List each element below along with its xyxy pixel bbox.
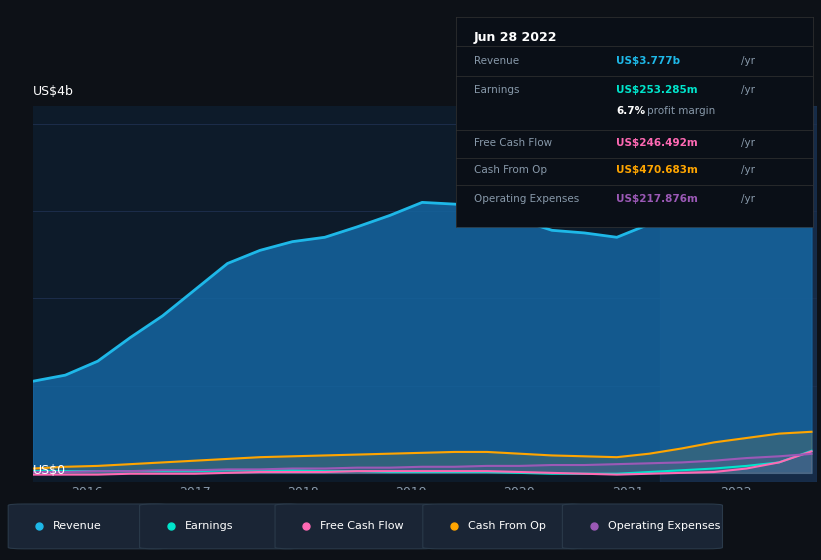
Text: Free Cash Flow: Free Cash Flow — [474, 138, 552, 148]
Text: US$0: US$0 — [33, 464, 66, 477]
Text: Cash From Op: Cash From Op — [474, 165, 547, 175]
Text: profit margin: profit margin — [647, 106, 715, 116]
Text: US$253.285m: US$253.285m — [617, 85, 698, 95]
Text: Jun 28 2022: Jun 28 2022 — [474, 31, 557, 44]
Text: /yr: /yr — [741, 85, 755, 95]
Text: US$3.777b: US$3.777b — [617, 56, 681, 66]
Bar — [660, 106, 817, 482]
Text: Revenue: Revenue — [474, 56, 519, 66]
Text: /yr: /yr — [741, 56, 755, 66]
Text: Earnings: Earnings — [185, 521, 233, 531]
Text: /yr: /yr — [741, 165, 755, 175]
Text: US$4b: US$4b — [33, 85, 74, 98]
FancyBboxPatch shape — [140, 504, 300, 549]
FancyBboxPatch shape — [8, 504, 168, 549]
Text: /yr: /yr — [741, 138, 755, 148]
FancyBboxPatch shape — [423, 504, 583, 549]
Text: US$217.876m: US$217.876m — [617, 194, 698, 204]
FancyBboxPatch shape — [275, 504, 435, 549]
Text: /yr: /yr — [741, 194, 755, 204]
Text: Cash From Op: Cash From Op — [468, 521, 546, 531]
Text: US$246.492m: US$246.492m — [617, 138, 698, 148]
Text: 6.7%: 6.7% — [617, 106, 645, 116]
Text: Free Cash Flow: Free Cash Flow — [320, 521, 404, 531]
FancyBboxPatch shape — [562, 504, 722, 549]
Text: Earnings: Earnings — [474, 85, 519, 95]
Text: Operating Expenses: Operating Expenses — [474, 194, 579, 204]
Text: Operating Expenses: Operating Expenses — [608, 521, 720, 531]
Text: US$470.683m: US$470.683m — [617, 165, 698, 175]
Text: Revenue: Revenue — [53, 521, 102, 531]
